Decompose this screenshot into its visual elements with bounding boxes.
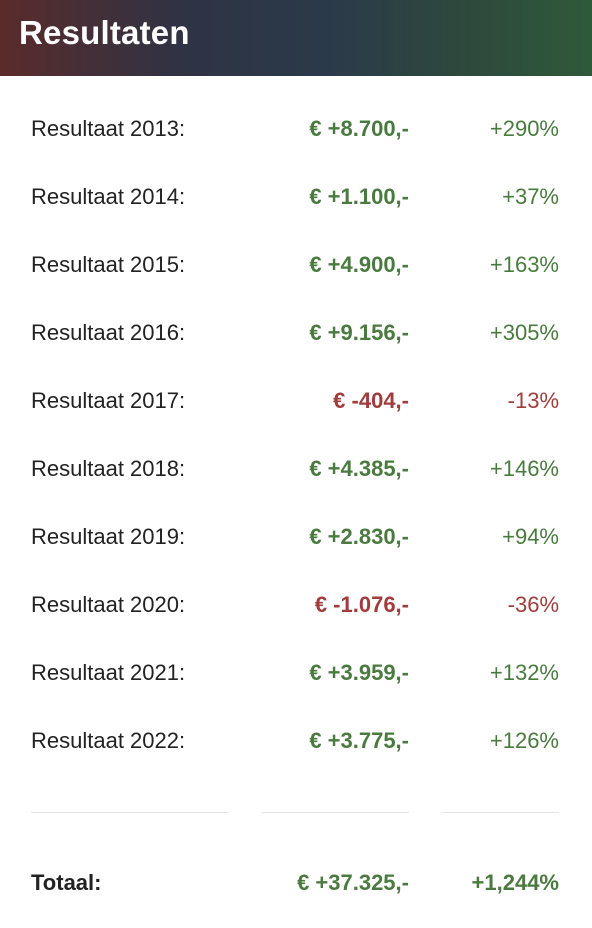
total-divider (0, 812, 592, 814)
result-amount: € +2.830,- (309, 524, 409, 549)
result-percent: +163% (489, 252, 559, 277)
result-amount: € +3.959,- (309, 660, 409, 685)
result-amount: € +4.385,- (309, 456, 409, 481)
result-amount: € +9.156,- (309, 320, 409, 345)
result-label: Resultaat 2015: (31, 252, 186, 277)
result-amount: € +8.700,- (309, 116, 409, 141)
result-amount: € -1.076,- (314, 592, 409, 617)
divider-percent-column (442, 812, 559, 813)
total-label: Totaal: (31, 870, 102, 895)
divider-amount-column (262, 812, 409, 813)
result-row: Resultaat 2015: € +4.900,- +163% (0, 232, 592, 300)
total-amount: € +37.325,- (297, 870, 409, 895)
page-title: Resultaten (19, 14, 190, 51)
result-row: Resultaat 2022: € +3.775,- +126% (0, 708, 592, 776)
result-percent: -36% (507, 592, 559, 617)
result-label: Resultaat 2017: (31, 388, 186, 413)
result-percent: +94% (502, 524, 559, 549)
result-row: Resultaat 2020: € -1.076,- -36% (0, 572, 592, 640)
result-label: Resultaat 2016: (31, 320, 186, 345)
result-percent: +37% (502, 184, 559, 209)
result-amount: € +4.900,- (309, 252, 409, 277)
result-label: Resultaat 2020: (31, 592, 186, 617)
result-amount: € -404,- (333, 388, 409, 413)
result-percent: +132% (489, 660, 559, 685)
result-percent: +126% (489, 728, 559, 753)
total-row: Totaal: € +37.325,- +1,244% (0, 870, 592, 900)
result-row: Resultaat 2016: € +9.156,- +305% (0, 300, 592, 368)
result-amount: € +3.775,- (309, 728, 409, 753)
result-percent: +146% (489, 456, 559, 481)
result-row: Resultaat 2018: € +4.385,- +146% (0, 436, 592, 504)
divider-label-column (31, 812, 229, 813)
result-row: Resultaat 2017: € -404,- -13% (0, 368, 592, 436)
result-label: Resultaat 2022: (31, 728, 186, 753)
results-header: Resultaten (0, 0, 592, 76)
result-label: Resultaat 2014: (31, 184, 186, 209)
result-percent: -13% (507, 388, 559, 413)
result-label: Resultaat 2018: (31, 456, 186, 481)
result-label: Resultaat 2019: (31, 524, 186, 549)
result-amount: € +1.100,- (309, 184, 409, 209)
result-label: Resultaat 2013: (31, 116, 186, 141)
total-percent: +1,244% (471, 870, 559, 895)
result-label: Resultaat 2021: (31, 660, 186, 685)
result-row: Resultaat 2014: € +1.100,- +37% (0, 164, 592, 232)
result-row: Resultaat 2013: € +8.700,- +290% (0, 96, 592, 164)
result-row: Resultaat 2019: € +2.830,- +94% (0, 504, 592, 572)
results-list: Resultaat 2013: € +8.700,- +290% Resulta… (0, 96, 592, 776)
result-row: Resultaat 2021: € +3.959,- +132% (0, 640, 592, 708)
result-percent: +305% (489, 320, 559, 345)
result-percent: +290% (489, 116, 559, 141)
